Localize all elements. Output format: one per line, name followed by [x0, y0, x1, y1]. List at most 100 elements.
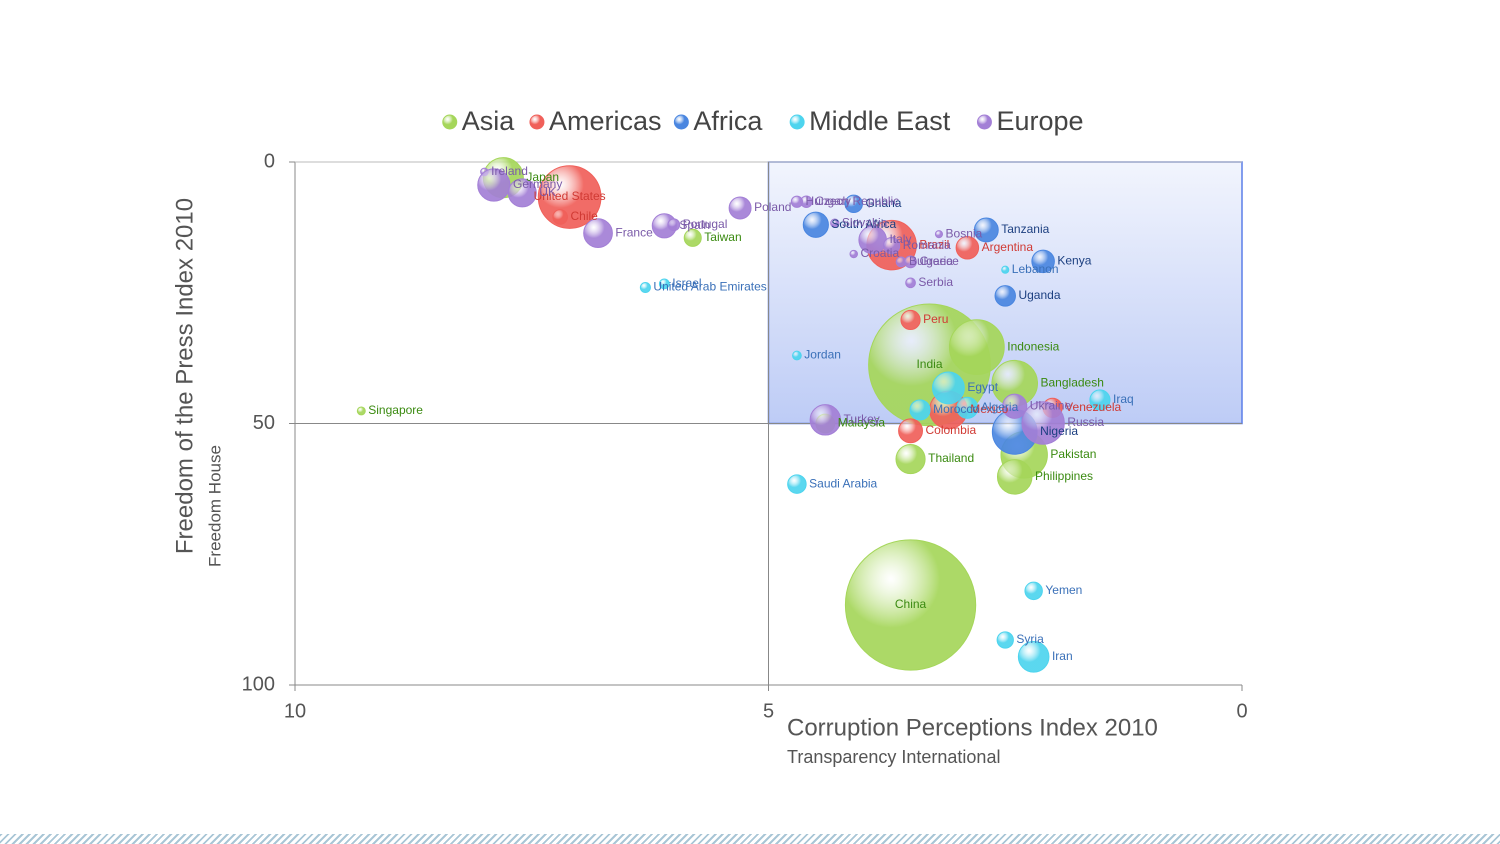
bubble: [895, 443, 926, 475]
bubble-label: Italy: [889, 232, 911, 246]
bubble: [728, 196, 752, 220]
bubble: [909, 399, 931, 421]
footer-stripe: [0, 834, 1500, 844]
bubble-label: Ireland: [491, 164, 528, 178]
bubble-label: Colombia: [925, 423, 976, 437]
bubble: [849, 249, 858, 259]
x-axis-subtitle: Transparency International: [787, 747, 1000, 767]
bubble: [905, 277, 916, 289]
bubble-label: UK: [539, 185, 556, 199]
bubble-label: Taiwan: [704, 230, 741, 244]
bubble: [802, 211, 829, 238]
bubble: [882, 237, 901, 255]
bubble: [1001, 265, 1010, 274]
legend-label: Europe: [996, 106, 1083, 136]
bubble-label: Ghana: [865, 196, 901, 210]
x-axis-title: Corruption Perceptions Index 2010: [787, 714, 1158, 741]
bubble: [683, 228, 702, 247]
bubble-label: Tanzania: [1001, 222, 1049, 236]
y-axis-subtitle: Freedom House: [205, 445, 224, 567]
bubble: [1021, 401, 1065, 445]
bubble-label: Yemen: [1045, 583, 1082, 597]
bubble-label: Romania: [903, 238, 951, 252]
bubble: [507, 178, 537, 208]
bubble-label: Algeria: [981, 400, 1019, 414]
bubble-label: Kenya: [1057, 254, 1091, 268]
bubble: [552, 209, 568, 225]
bubble-label: Poland: [754, 200, 791, 214]
bubble-label: Serbia: [918, 275, 953, 289]
bubble-label: Philippines: [1035, 469, 1093, 483]
bubble: [973, 217, 999, 243]
legend-marker: [442, 114, 458, 130]
bubble: [956, 396, 979, 419]
y-tick-label: 100: [242, 673, 275, 695]
bubble: [830, 218, 840, 228]
bubble: [639, 281, 651, 294]
bubble: [1024, 581, 1043, 601]
bubble-label: Germany: [513, 177, 562, 191]
bubble: [900, 309, 921, 331]
bubble-label: Egypt: [967, 380, 998, 394]
bubble-label: Lebanon: [1012, 262, 1059, 276]
bubble: [477, 168, 511, 202]
legend-marker: [529, 114, 545, 130]
bubble-label: Malaysia: [838, 416, 886, 430]
bubble-label: China: [895, 597, 927, 611]
bubble-label: Spain: [679, 218, 710, 232]
bubble-label: Bulgaria: [909, 254, 953, 268]
bubble-label: France: [615, 225, 653, 239]
bubble-label: Turkey: [844, 412, 880, 426]
legend-label: Americas: [549, 106, 662, 136]
bubble: [787, 474, 807, 494]
bubble: [790, 195, 804, 208]
bubble: [932, 371, 965, 405]
bubble-label: Peru: [923, 312, 948, 326]
bubble-label: Singapore: [368, 403, 423, 417]
bubble-label: Portugal: [683, 217, 728, 231]
bubble-label: Thailand: [928, 451, 974, 465]
bubble: [658, 278, 670, 290]
x-tick-label: 10: [284, 700, 306, 722]
bubble-label: Croatia: [860, 246, 899, 260]
bubble-label: India: [916, 357, 942, 371]
y-axis-title: Freedom of the Press Index 2010: [171, 198, 198, 554]
bubble-label: Japan: [526, 170, 559, 184]
bubble-label: Nigeria: [1040, 424, 1078, 438]
bubble-label: Bangladesh: [1041, 375, 1104, 389]
bubble: [955, 236, 980, 260]
bubble-label: South Africa: [831, 217, 896, 231]
bubble-label: Indonesia: [1007, 339, 1059, 353]
y-tick-label: 0: [264, 150, 275, 172]
bubble-label: Argentina: [982, 240, 1034, 254]
y-tick-label: 50: [253, 412, 275, 434]
bubble: [809, 404, 842, 436]
bubble: [844, 539, 977, 671]
bubble-label: Saudi Arabia: [809, 476, 877, 490]
bubble: [904, 255, 917, 269]
bubble: [996, 459, 1033, 495]
bubble: [667, 218, 681, 232]
bubble-label: Israel: [672, 276, 701, 290]
bubble-label: Uganda: [1018, 288, 1060, 302]
bubble: [994, 285, 1016, 307]
bubble-label: Bosnia: [946, 226, 983, 240]
bubble-label: Russia: [1067, 415, 1104, 429]
bubble-label: Chile: [570, 209, 598, 223]
bubble: [844, 194, 863, 214]
bubble: [1017, 640, 1050, 673]
bubble: [792, 350, 802, 361]
bubble: [1089, 389, 1111, 411]
bubble: [356, 406, 366, 416]
bubble-label: Czech Republic: [815, 194, 899, 208]
legend-label: Asia: [462, 106, 516, 136]
bubble: [583, 218, 613, 248]
bubble-label: Morocco: [933, 402, 979, 416]
bubble-label: Iraq: [1113, 392, 1134, 406]
bubble-label: Hungary: [806, 194, 851, 208]
bubble: [1031, 249, 1055, 274]
legend-marker: [976, 114, 992, 130]
x-tick-label: 0: [1236, 700, 1247, 722]
